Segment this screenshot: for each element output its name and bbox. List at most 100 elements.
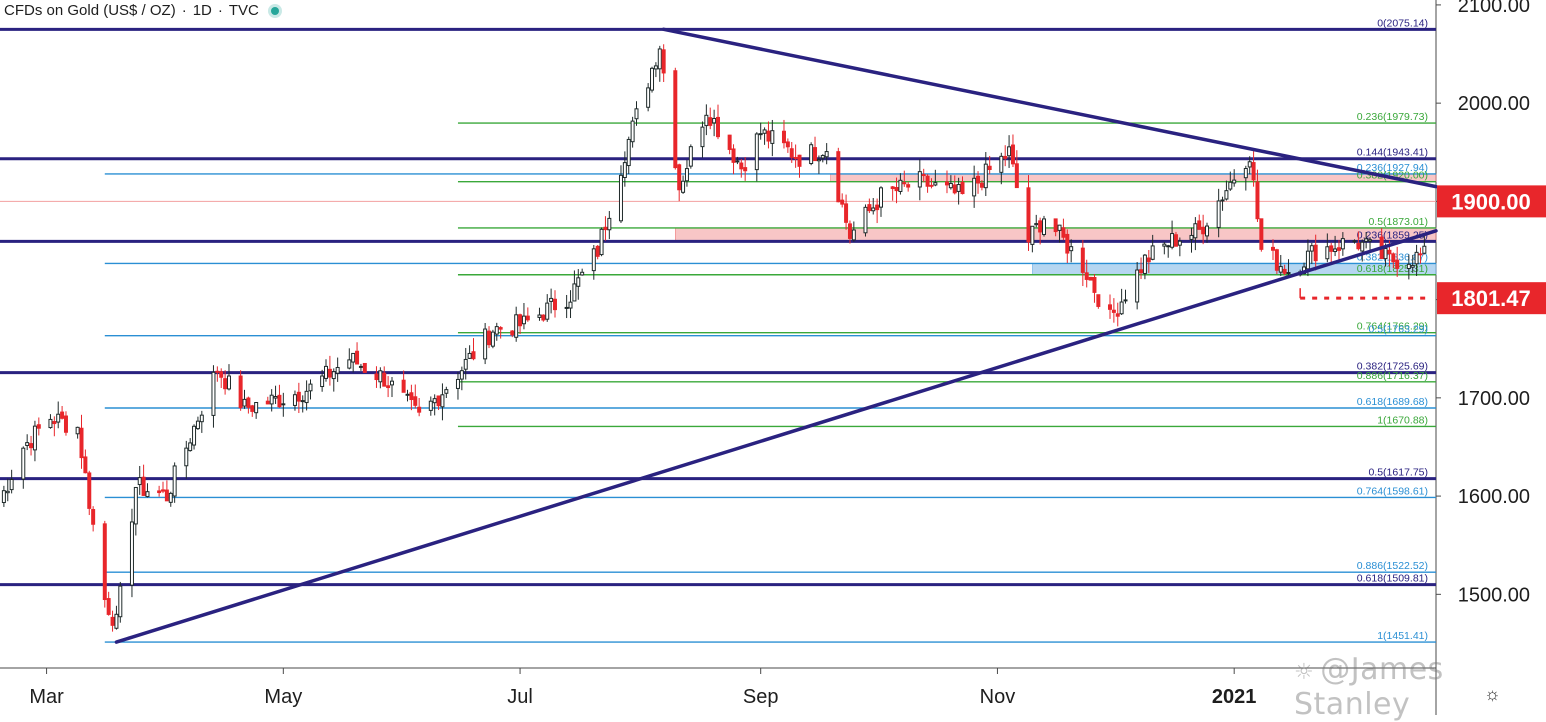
candle-body bbox=[490, 331, 495, 347]
candle-body bbox=[1123, 299, 1128, 302]
candle-body bbox=[708, 117, 713, 126]
candle-body bbox=[917, 171, 922, 188]
y-tick-label: 2000.00 bbox=[1458, 93, 1530, 115]
candle-body bbox=[63, 415, 68, 433]
candle-body bbox=[766, 130, 771, 142]
symbol-name[interactable]: CFDs on Gold (US$ / OZ) bbox=[4, 2, 176, 19]
candle-body bbox=[898, 179, 903, 192]
candle-body bbox=[114, 613, 119, 629]
candle-body bbox=[1395, 259, 1400, 269]
candle-body bbox=[32, 425, 37, 451]
candle-body bbox=[1014, 163, 1019, 189]
candle-body bbox=[1414, 251, 1419, 265]
candle-body bbox=[164, 489, 169, 502]
candle-body bbox=[816, 158, 821, 162]
x-tick-label: Nov bbox=[980, 686, 1016, 708]
candle-body bbox=[1115, 313, 1120, 317]
fib-label: 0.236(1979.73) bbox=[1357, 111, 1428, 123]
candle-body bbox=[929, 184, 934, 187]
candle-body bbox=[1142, 254, 1147, 274]
candle-body bbox=[1038, 220, 1043, 233]
candle-body bbox=[603, 226, 608, 231]
candle-body bbox=[591, 248, 596, 272]
y-tick-label: 1600.00 bbox=[1458, 486, 1530, 508]
candle-body bbox=[223, 378, 228, 390]
y-tick-label: 1500.00 bbox=[1458, 584, 1530, 606]
candle-body bbox=[29, 443, 34, 449]
candle-body bbox=[1003, 155, 1008, 159]
fib-label: 0.5(1617.75) bbox=[1368, 467, 1428, 479]
candle-body bbox=[9, 479, 14, 491]
candle-body bbox=[1333, 248, 1338, 253]
x-tick-label: May bbox=[264, 686, 302, 708]
price-label-box[interactable] bbox=[1437, 282, 1546, 315]
candle-body bbox=[844, 203, 849, 223]
candle-body bbox=[335, 366, 340, 374]
chart-header: CFDs on Gold (US$ / OZ) · 1D · TVC bbox=[4, 2, 279, 19]
candle-body bbox=[87, 472, 92, 509]
price-label: 1801.47 bbox=[1451, 286, 1531, 311]
candle-body bbox=[572, 283, 577, 302]
candle-body bbox=[789, 148, 794, 158]
candle-body bbox=[145, 491, 150, 498]
candle-body bbox=[580, 271, 585, 276]
candle-body bbox=[1, 490, 6, 504]
candle-body bbox=[851, 229, 856, 241]
candle-body bbox=[467, 352, 472, 359]
candle-body bbox=[1325, 246, 1330, 260]
candle-body bbox=[161, 489, 166, 492]
candle-body bbox=[762, 129, 767, 134]
candle-body bbox=[673, 70, 678, 169]
candle-body bbox=[157, 490, 162, 494]
price-axis-panel[interactable] bbox=[1436, 0, 1546, 715]
candle-body bbox=[83, 456, 88, 474]
interval-label[interactable]: 1D bbox=[192, 2, 212, 19]
gear-icon[interactable]: ☼ bbox=[1484, 684, 1501, 704]
candle-body bbox=[331, 371, 336, 380]
candle-body bbox=[494, 326, 499, 335]
candle-body bbox=[1247, 161, 1252, 168]
fib-label: 0.618(1689.68) bbox=[1357, 396, 1428, 408]
candle-body bbox=[1139, 269, 1144, 274]
candle-body bbox=[358, 365, 363, 368]
candle-body bbox=[362, 362, 367, 373]
candle-body bbox=[195, 420, 200, 430]
candle-body bbox=[1352, 240, 1357, 243]
candle-body bbox=[944, 181, 949, 186]
candle-body bbox=[106, 598, 111, 615]
candle-body bbox=[1309, 245, 1314, 252]
price-label-box[interactable] bbox=[1437, 185, 1546, 218]
candle-body bbox=[952, 184, 957, 194]
candle-body bbox=[1170, 233, 1175, 248]
candle-body bbox=[1243, 168, 1248, 179]
fib-label: 1(1670.88) bbox=[1377, 414, 1428, 426]
separator-dot: · bbox=[217, 2, 223, 19]
candle-body bbox=[1173, 234, 1178, 247]
candle-body bbox=[607, 217, 612, 231]
candle-body bbox=[840, 199, 845, 205]
candle-body bbox=[1177, 240, 1182, 246]
y-tick-label: 2100.00 bbox=[1458, 0, 1530, 17]
candle-body bbox=[129, 521, 134, 586]
candle-body bbox=[1092, 277, 1097, 293]
candle-body bbox=[626, 138, 631, 167]
candle-body bbox=[1197, 220, 1202, 230]
candle-body bbox=[650, 67, 655, 91]
candle-body bbox=[568, 301, 573, 309]
trendline-1[interactable] bbox=[114, 229, 1438, 644]
candle-body bbox=[948, 182, 953, 189]
candle-body bbox=[1224, 190, 1229, 200]
candle-body bbox=[1391, 253, 1396, 263]
candle-body bbox=[389, 380, 394, 386]
candle-body bbox=[1383, 248, 1388, 260]
trendline-0[interactable] bbox=[661, 27, 1438, 189]
candle-body bbox=[1065, 233, 1070, 254]
candle-body bbox=[754, 133, 759, 171]
candle-body bbox=[1146, 257, 1151, 263]
candle-body bbox=[758, 133, 763, 136]
candle-body bbox=[809, 144, 814, 165]
candle-body bbox=[133, 486, 138, 525]
fib-label: 0.5(1763.29) bbox=[1368, 324, 1428, 336]
